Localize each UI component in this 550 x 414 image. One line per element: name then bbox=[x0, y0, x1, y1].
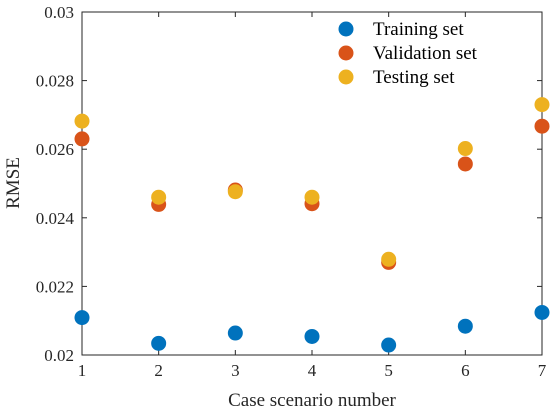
y-tick-label: 0.022 bbox=[36, 277, 74, 296]
data-point bbox=[457, 156, 473, 172]
data-point bbox=[227, 184, 243, 200]
x-axis-title: Case scenario number bbox=[228, 390, 396, 411]
y-tick-label: 0.024 bbox=[36, 209, 75, 228]
data-point bbox=[534, 118, 550, 134]
x-tick-label: 6 bbox=[461, 361, 470, 380]
legend-label: Training set bbox=[373, 19, 464, 40]
y-tick-label: 0.03 bbox=[44, 3, 74, 22]
data-point bbox=[534, 97, 550, 113]
legend-marker bbox=[338, 45, 354, 61]
data-point bbox=[74, 310, 90, 326]
data-point bbox=[304, 189, 320, 205]
data-points bbox=[74, 97, 550, 353]
data-point bbox=[381, 337, 397, 353]
x-tick-label: 1 bbox=[78, 361, 87, 380]
legend-label: Testing set bbox=[373, 67, 455, 88]
data-point bbox=[74, 131, 90, 147]
x-tick-label: 2 bbox=[154, 361, 163, 380]
data-point bbox=[457, 318, 473, 334]
legend-marker bbox=[338, 21, 354, 37]
legend-marker bbox=[338, 69, 354, 85]
series-training-set bbox=[74, 304, 550, 353]
legend: Training set Validation set Testing set bbox=[338, 19, 478, 88]
data-point bbox=[151, 189, 167, 205]
y-axis-ticks: 0.02 0.022 0.024 0.026 0.028 0.03 bbox=[36, 3, 542, 365]
x-tick-label: 7 bbox=[538, 361, 547, 380]
y-tick-label: 0.028 bbox=[36, 72, 74, 91]
data-point bbox=[74, 113, 90, 129]
y-axis-title: RMSE bbox=[3, 157, 24, 209]
series-testing-set bbox=[74, 97, 550, 267]
y-tick-label: 0.026 bbox=[36, 140, 74, 159]
x-tick-label: 5 bbox=[384, 361, 393, 380]
data-point bbox=[457, 141, 473, 157]
y-tick-label: 0.02 bbox=[44, 346, 74, 365]
legend-label: Validation set bbox=[373, 43, 478, 64]
data-point bbox=[381, 251, 397, 267]
data-point bbox=[534, 304, 550, 320]
data-point bbox=[304, 328, 320, 344]
data-point bbox=[151, 335, 167, 351]
x-tick-label: 3 bbox=[231, 361, 240, 380]
x-tick-label: 4 bbox=[308, 361, 317, 380]
data-point bbox=[227, 325, 243, 341]
